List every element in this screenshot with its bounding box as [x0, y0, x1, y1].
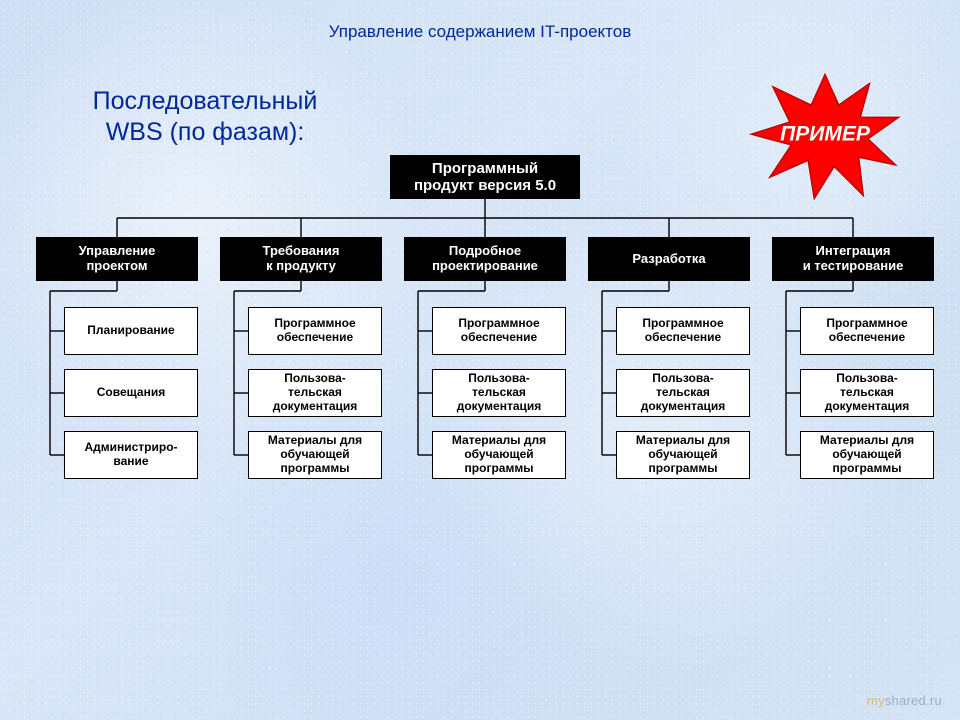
wbs-leaf-2-2: Материалы дляобучающейпрограммы — [432, 431, 566, 479]
subtitle-line-1: Последовательный — [93, 87, 318, 115]
page-header: Управление содержанием IT-проектов — [0, 22, 960, 42]
wbs-leaf-1-1: Пользова-тельскаядокументация — [248, 369, 382, 417]
wbs-leaf-0-0: Планирование — [64, 307, 198, 355]
wbs-leaf-0-1: Совещания — [64, 369, 198, 417]
wbs-leaf-1-2: Материалы дляобучающейпрограммы — [248, 431, 382, 479]
wbs-root: Программныйпродукт версия 5.0 — [390, 155, 580, 199]
subtitle-line-2: WBS (по фазам): — [106, 118, 305, 146]
wbs-leaf-3-1: Пользова-тельскаядокументация — [616, 369, 750, 417]
wbs-diagram: Программныйпродукт версия 5.0 Управлениеп… — [30, 155, 930, 575]
wbs-category-2: Подробноепроектирование — [404, 237, 566, 281]
wbs-leaf-4-1: Пользова-тельскаядокументация — [800, 369, 934, 417]
wbs-leaf-4-2: Материалы дляобучающейпрограммы — [800, 431, 934, 479]
wbs-leaf-3-2: Материалы дляобучающейпрограммы — [616, 431, 750, 479]
wbs-leaf-2-1: Пользова-тельскаядокументация — [432, 369, 566, 417]
wbs-leaf-1-0: Программноеобеспечение — [248, 307, 382, 355]
wbs-leaf-4-0: Программноеобеспечение — [800, 307, 934, 355]
wbs-category-4: Интеграцияи тестирование — [772, 237, 934, 281]
wbs-category-1: Требованияк продукту — [220, 237, 382, 281]
wbs-leaf-2-0: Программноеобеспечение — [432, 307, 566, 355]
wbs-category-3: Разработка — [588, 237, 750, 281]
star-label: ПРИМЕР — [780, 123, 870, 147]
page-subtitle: Последовательный WBS (по фазам): — [55, 86, 355, 149]
watermark: myshared.ru — [867, 693, 942, 708]
watermark-prefix: my — [867, 693, 885, 708]
wbs-leaf-0-2: Администриро-вание — [64, 431, 198, 479]
watermark-rest: shared.ru — [885, 693, 942, 708]
wbs-leaf-3-0: Программноеобеспечение — [616, 307, 750, 355]
wbs-category-0: Управлениепроектом — [36, 237, 198, 281]
diagram-connectors — [30, 155, 930, 575]
